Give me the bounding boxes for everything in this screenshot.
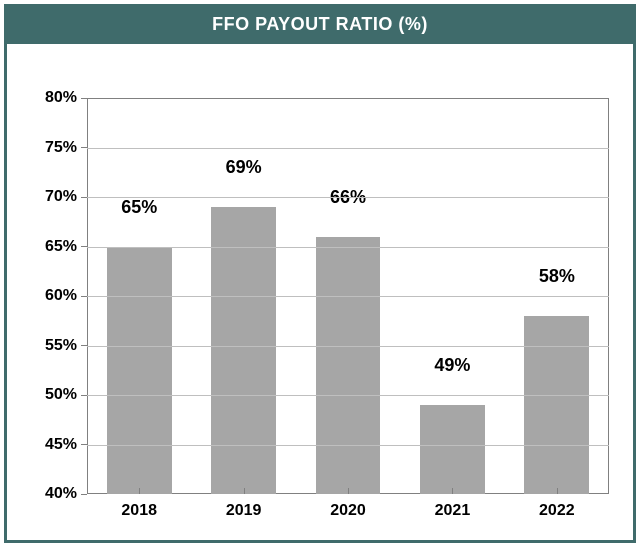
bar <box>524 316 589 494</box>
grid-line <box>87 296 609 297</box>
y-tick-label: 75% <box>31 139 77 157</box>
y-tick-mark <box>81 246 87 247</box>
grid-line <box>87 346 609 347</box>
y-tick: 40% <box>31 485 87 503</box>
y-tick-mark <box>81 197 87 198</box>
y-tick-label: 65% <box>31 238 77 256</box>
grid-line <box>87 395 609 396</box>
y-tick: 75% <box>31 139 87 157</box>
x-tick-mark <box>557 488 558 494</box>
x-tick-mark <box>452 488 453 494</box>
y-tick: 50% <box>31 386 87 404</box>
y-tick: 65% <box>31 238 87 256</box>
bar <box>107 247 172 495</box>
grid-line <box>87 197 609 198</box>
y-tick-label: 40% <box>31 485 77 503</box>
x-tick-mark <box>139 488 140 494</box>
chart-frame: 65% 69% 66% 49% 58% 40% 45% 50% 55% 60% 65% 70% 75%… <box>4 44 636 543</box>
bar-value-label: 58% <box>539 266 575 291</box>
plot-area: 65% 69% 66% 49% 58% <box>87 98 609 494</box>
chart-container: FFO PAYOUT RATIO (%) 65% 69% 66% 49% 58% 40%… <box>0 0 640 547</box>
bar-value-label: 49% <box>434 355 470 380</box>
bar <box>316 237 381 494</box>
y-tick-mark <box>81 296 87 297</box>
y-tick: 70% <box>31 188 87 206</box>
grid-line <box>87 445 609 446</box>
y-tick-label: 50% <box>31 386 77 404</box>
chart-title: FFO PAYOUT RATIO (%) <box>4 4 636 44</box>
y-tick-label: 80% <box>31 89 77 107</box>
x-tick-label: 2021 <box>400 502 504 520</box>
y-tick-label: 55% <box>31 337 77 355</box>
y-tick: 60% <box>31 287 87 305</box>
y-tick-mark <box>81 147 87 148</box>
y-axis: 40%45%50%55%60%65%70%75%80% <box>17 98 87 494</box>
y-tick: 55% <box>31 337 87 355</box>
x-tick-label: 2022 <box>505 502 609 520</box>
y-tick: 80% <box>31 89 87 107</box>
x-tick-mark <box>348 488 349 494</box>
y-tick-mark <box>81 444 87 445</box>
plot-box: 65% 69% 66% 49% 58% 40% 45% 50% 55% 60% 65% 70% 75%… <box>17 54 623 530</box>
bar-value-label: 66% <box>330 187 366 212</box>
y-tick-mark <box>81 395 87 396</box>
bar <box>211 207 276 494</box>
y-tick-mark <box>81 98 87 99</box>
x-tick-label: 2019 <box>191 502 295 520</box>
x-axis: 20182019202020212022 <box>87 502 609 530</box>
y-tick: 45% <box>31 436 87 454</box>
y-tick-label: 45% <box>31 436 77 454</box>
x-tick-label: 2020 <box>296 502 400 520</box>
grid-line <box>87 247 609 248</box>
y-tick-mark <box>81 494 87 495</box>
y-tick-label: 60% <box>31 287 77 305</box>
bar <box>420 405 485 494</box>
bar-value-label: 65% <box>121 197 157 222</box>
x-tick-label: 2018 <box>87 502 191 520</box>
grid-line <box>87 148 609 149</box>
bar-value-label: 69% <box>226 157 262 182</box>
x-tick-mark <box>244 488 245 494</box>
y-tick-mark <box>81 345 87 346</box>
y-tick-label: 70% <box>31 188 77 206</box>
